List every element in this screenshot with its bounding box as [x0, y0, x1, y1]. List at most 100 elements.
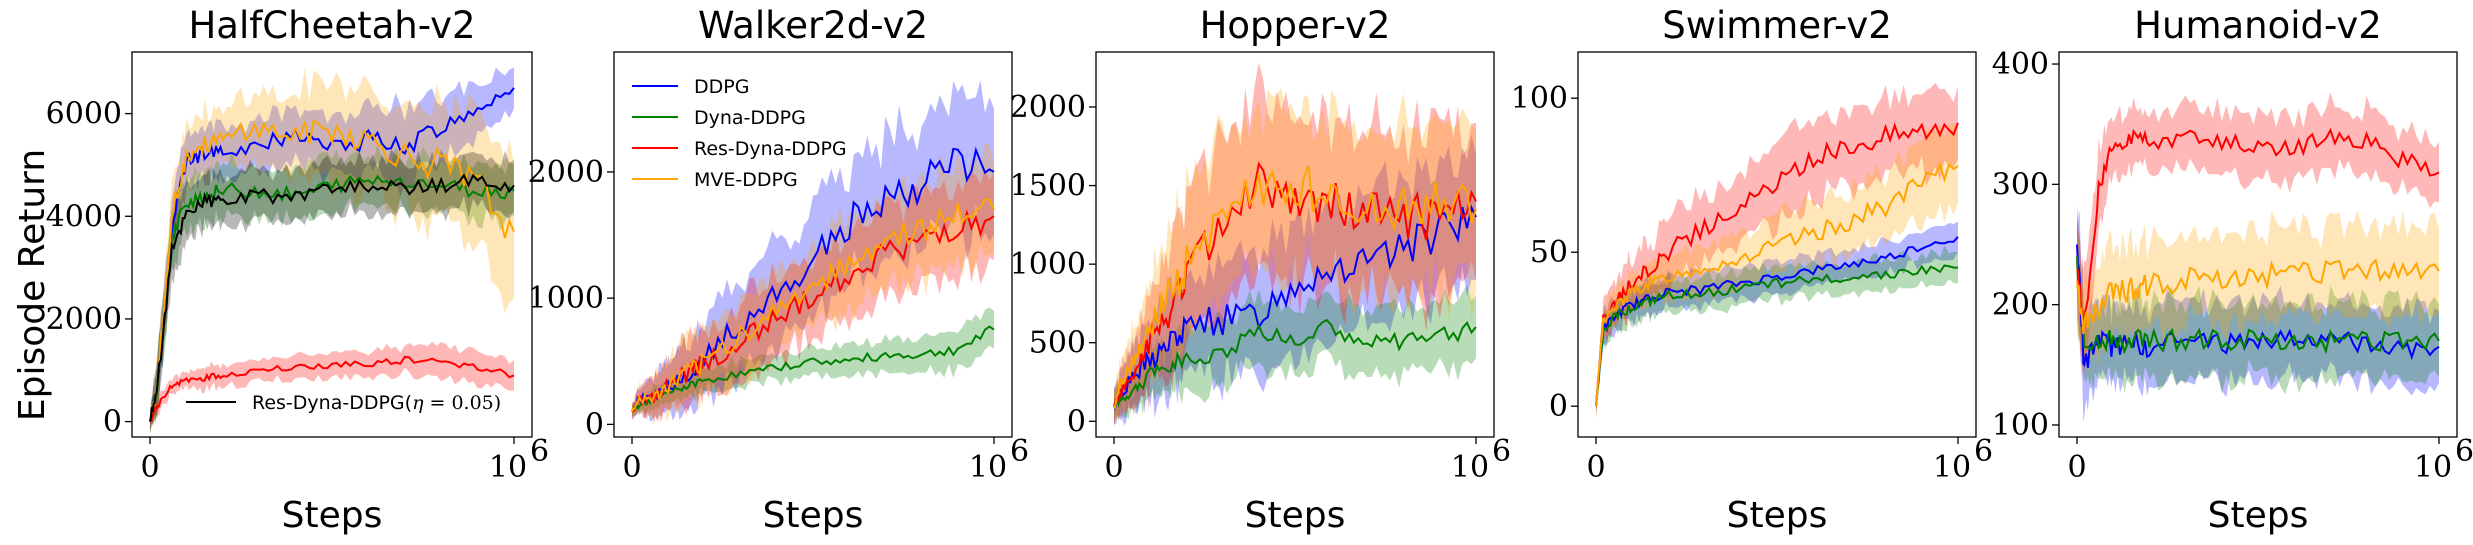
legend-label-dyna-ddpg: Dyna-DDPG — [694, 107, 806, 129]
x-tick-label-exponent: 6 — [1010, 434, 1029, 469]
y-tick-label: 200 — [1992, 288, 2049, 323]
band-mve-ddpg — [1114, 87, 1476, 424]
x-tick-label-exponent: 6 — [530, 434, 549, 469]
y-tick-label: 0 — [1549, 389, 1568, 424]
band-ddpg — [150, 67, 514, 434]
plot-frame — [2058, 51, 2458, 438]
band-dyna-ddpg — [2077, 217, 2439, 395]
band-mve-ddpg — [150, 67, 514, 433]
series-line-dyna-ddpg — [1595, 264, 1958, 407]
legend-label-mve-ddpg: MVE-DDPG — [694, 169, 798, 191]
x-tick-label-million: 10 — [2414, 450, 2452, 485]
plot-frame — [613, 51, 1013, 438]
x-tick-label-zero: 0 — [1586, 450, 1605, 485]
plot-frame — [1095, 51, 1495, 438]
legend-eta: Res-Dyna-DDPG(η = 0.05) — [186, 392, 501, 414]
panel-title: Humanoid-v2 — [2134, 4, 2382, 47]
band-res-dyna-ddpg — [1596, 82, 1958, 418]
y-tick-label: 2000 — [1010, 90, 1086, 125]
x-tick-label-million: 10 — [1933, 450, 1971, 485]
y-tick-label: 50 — [1530, 235, 1568, 270]
legend: DDPG Dyna-DDPG Res-Dyna-DDPG MVE-DDPG — [632, 76, 847, 191]
series-line-mve-ddpg — [1113, 165, 1477, 411]
series-line-res-dyna-ddpg — [1595, 122, 1959, 407]
y-tick-label: 0 — [585, 407, 604, 442]
x-tick-label-zero: 0 — [2067, 450, 2086, 485]
band-dyna-ddpg — [632, 307, 994, 420]
y-tick-label: 400 — [1992, 47, 2049, 82]
y-tick-label: 2000 — [46, 302, 122, 337]
band-dyna-ddpg — [150, 143, 514, 434]
series-line-mve-ddpg — [631, 198, 995, 413]
x-tick-label-million: 10 — [969, 450, 1007, 485]
y-tick-label: 300 — [1992, 167, 2049, 202]
y-tick-label: 100 — [1992, 408, 2049, 443]
legend-eta-prefix: Res-Dyna-DDPG( — [252, 392, 412, 414]
band-res-dyna-ddpg-0-05 — [150, 149, 514, 433]
y-tick-label: 1000 — [528, 281, 604, 316]
legend-label-res-dyna-ddpg: Res-Dyna-DDPG — [694, 138, 847, 160]
series-line-res-dyna-ddpg — [1113, 161, 1477, 407]
x-tick-label-exponent: 6 — [1492, 434, 1511, 469]
series-line-ddpg — [149, 87, 515, 422]
x-axis-label: Steps — [763, 495, 864, 536]
legend-label-res-dyna-ddpg-eta: Res-Dyna-DDPG(η = 0.05) — [252, 392, 501, 414]
plot-frame — [1577, 51, 1977, 438]
y-tick-label: 1000 — [1010, 247, 1086, 282]
series-line-mve-ddpg — [1595, 161, 1959, 407]
band-res-dyna-ddpg — [1114, 62, 1476, 425]
panel-title: Walker2d-v2 — [698, 4, 928, 47]
band-dyna-ddpg — [1114, 285, 1476, 422]
x-tick-label-exponent: 6 — [2455, 434, 2473, 469]
legend-label-ddpg: DDPG — [694, 76, 749, 98]
band-mve-ddpg — [2077, 209, 2439, 376]
series-line-ddpg — [1113, 204, 1477, 412]
legend-eta-value: = 0.05) — [423, 392, 501, 414]
panel-title: Swimmer-v2 — [1662, 4, 1892, 47]
y-tick-label: 6000 — [46, 97, 122, 132]
band-res-dyna-ddpg — [150, 341, 514, 429]
series-line-res-dyna-ddpg-0-05 — [149, 173, 515, 422]
band-ddpg — [2077, 203, 2439, 422]
x-tick-label-million: 10 — [1451, 450, 1489, 485]
x-axis-label: Steps — [282, 495, 383, 536]
y-tick-label: 1500 — [1010, 169, 1086, 204]
y-tick-label: 2000 — [528, 155, 604, 190]
series-line-mve-ddpg — [149, 118, 515, 422]
series-line-dyna-ddpg — [1113, 318, 1477, 408]
y-axis-label: Episode Return — [12, 149, 53, 421]
y-tick-label: 500 — [1029, 326, 1086, 361]
legend-eta-symbol: η — [412, 392, 424, 414]
y-tick-label: 0 — [1067, 404, 1086, 439]
plot-frame — [131, 51, 533, 438]
y-tick-label: 4000 — [46, 199, 122, 234]
series-line-dyna-ddpg — [2076, 256, 2440, 355]
panel-humanoid-v2: Humanoid-v2 100 200 300 400 0 10 6 Steps — [1992, 4, 2473, 536]
band-ddpg — [1596, 221, 1958, 414]
band-mve-ddpg — [1596, 123, 1958, 418]
y-tick-label: 0 — [103, 405, 122, 440]
panel-swimmer-v2: Swimmer-v2 0 50 100 0 10 6 Steps — [1511, 4, 1993, 536]
x-tick-label-million: 10 — [489, 450, 527, 485]
panel-title: HalfCheetah-v2 — [188, 4, 475, 47]
panel-halfcheetah-v2: HalfCheetah-v2 0 2000 4000 6000 0 10 6 Steps — [46, 4, 549, 536]
series-line-res-dyna-ddpg — [149, 355, 515, 423]
x-tick-label-exponent: 6 — [1974, 434, 1993, 469]
x-tick-label-zero: 0 — [622, 450, 641, 485]
x-axis-label: Steps — [1727, 495, 1828, 536]
x-axis-label: Steps — [1245, 495, 1346, 536]
band-ddpg — [632, 80, 994, 422]
x-axis-label: Steps — [2208, 495, 2309, 536]
series-line-mve-ddpg — [2076, 258, 2440, 334]
x-tick-label-zero: 0 — [1104, 450, 1123, 485]
series-line-res-dyna-ddpg — [2076, 127, 2440, 324]
band-res-dyna-ddpg — [2077, 92, 2439, 379]
panel-title: Hopper-v2 — [1200, 4, 1391, 47]
series-line-res-dyna-ddpg — [631, 209, 995, 413]
x-tick-label-zero: 0 — [140, 450, 159, 485]
y-tick-label: 100 — [1511, 81, 1568, 116]
